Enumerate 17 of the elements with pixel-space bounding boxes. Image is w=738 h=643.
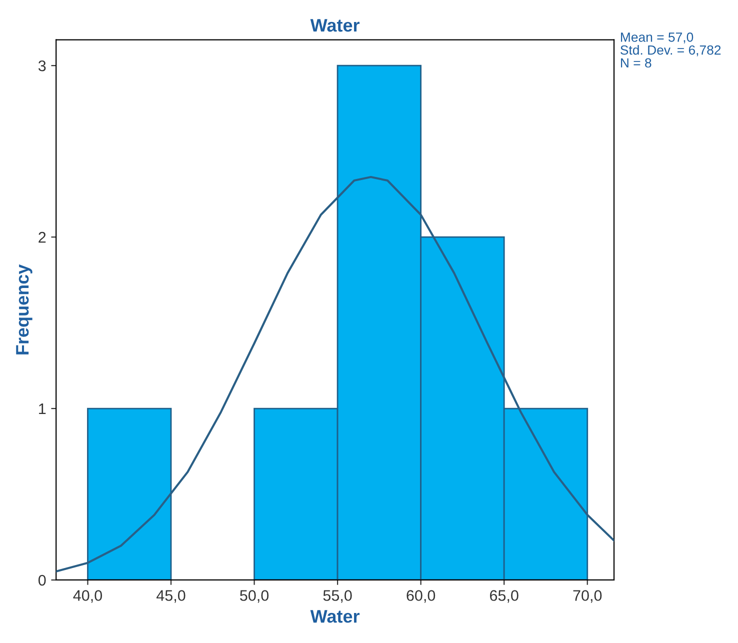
x-tick-label: 45,0 <box>156 590 186 603</box>
x-tick-label: 40,0 <box>73 590 102 603</box>
y-tick-label: 0 <box>38 574 46 586</box>
x-tick-label: 70,0 <box>573 590 602 603</box>
y-tick-label: 1 <box>39 404 46 414</box>
y-tick-label: 3 <box>38 60 46 72</box>
x-axis-title: Water <box>310 610 360 623</box>
x-tick-label: 55,0 <box>323 590 352 603</box>
text: N = 8 <box>621 58 652 68</box>
x-tick-label: 60,0 <box>406 590 436 603</box>
x-tick-label: 50,0 <box>240 590 269 603</box>
chart-title: Water <box>310 19 360 32</box>
x-tick-label: 65,0 <box>490 590 518 603</box>
y-tick-label: 2 <box>38 232 46 243</box>
y-axis-title: Frequency <box>16 264 32 354</box>
text: Mean = 57,0 <box>621 32 694 44</box>
text: Std. Dev. = 6,782 <box>620 45 721 56</box>
